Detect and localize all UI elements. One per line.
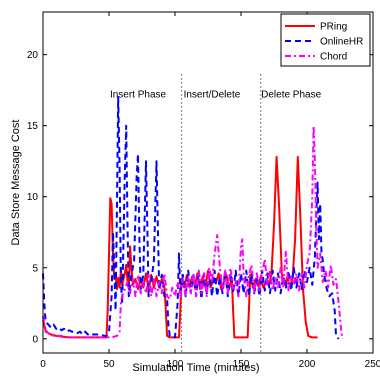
x-tick-label: 250: [365, 359, 380, 370]
y-tick-label: 20: [27, 50, 39, 61]
x-axis-label: Simulation Time (minutes): [132, 362, 259, 374]
x-tick-label: 100: [167, 359, 184, 370]
axes: 0 50 100 150 200 250 0 5 10 15 20 Simulation Time (…: [10, 11, 380, 374]
y-axis-label: Data Store Message Cost: [10, 120, 22, 246]
x-tick-label: 150: [233, 359, 250, 370]
plot-frame: [42, 11, 374, 354]
legend-label-onlinehr: OnlineHR: [320, 37, 363, 48]
series-line-onlinehr: [42, 96, 340, 340]
y-tick-label: 0: [32, 334, 38, 345]
plot-area: [42, 96, 344, 340]
phase-label-3: Delete Phase: [261, 89, 321, 100]
legend-label-chord: Chord: [320, 52, 347, 63]
legend-label-pring: PRing: [320, 22, 347, 33]
x-tick-label: 50: [103, 359, 115, 370]
phase-label-1: Insert Phase: [110, 89, 167, 100]
phase-label-2: Insert/Delete: [184, 89, 241, 100]
phase-annotations: Insert Phase Insert/Delete Delete Phase: [110, 74, 322, 353]
y-tick-label: 15: [27, 121, 39, 132]
series-line-pring: [42, 155, 318, 339]
y-tick-label: 5: [32, 263, 38, 274]
series-line-chord: [42, 124, 344, 339]
x-tick-label: 200: [299, 359, 316, 370]
y-tick-label: 10: [27, 192, 39, 203]
x-tick-label: 0: [40, 359, 46, 370]
legend: PRing OnlineHR Chord: [280, 13, 371, 67]
